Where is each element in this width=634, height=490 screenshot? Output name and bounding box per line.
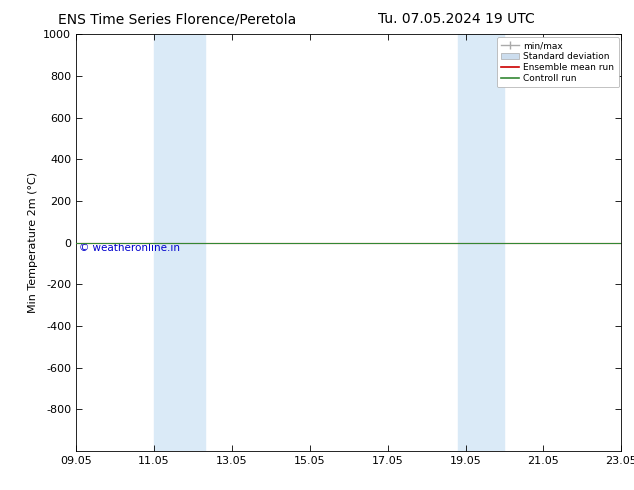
Y-axis label: Min Temperature 2m (°C): Min Temperature 2m (°C)	[28, 172, 37, 313]
Text: ENS Time Series Florence/Peretola: ENS Time Series Florence/Peretola	[58, 12, 297, 26]
Text: Tu. 07.05.2024 19 UTC: Tu. 07.05.2024 19 UTC	[378, 12, 535, 26]
Bar	[458, 34, 505, 451]
Legend: min/max, Standard deviation, Ensemble mean run, Controll run: min/max, Standard deviation, Ensemble me…	[497, 37, 619, 87]
Bar	[154, 34, 205, 451]
Text: © weatheronline.in: © weatheronline.in	[79, 243, 180, 252]
